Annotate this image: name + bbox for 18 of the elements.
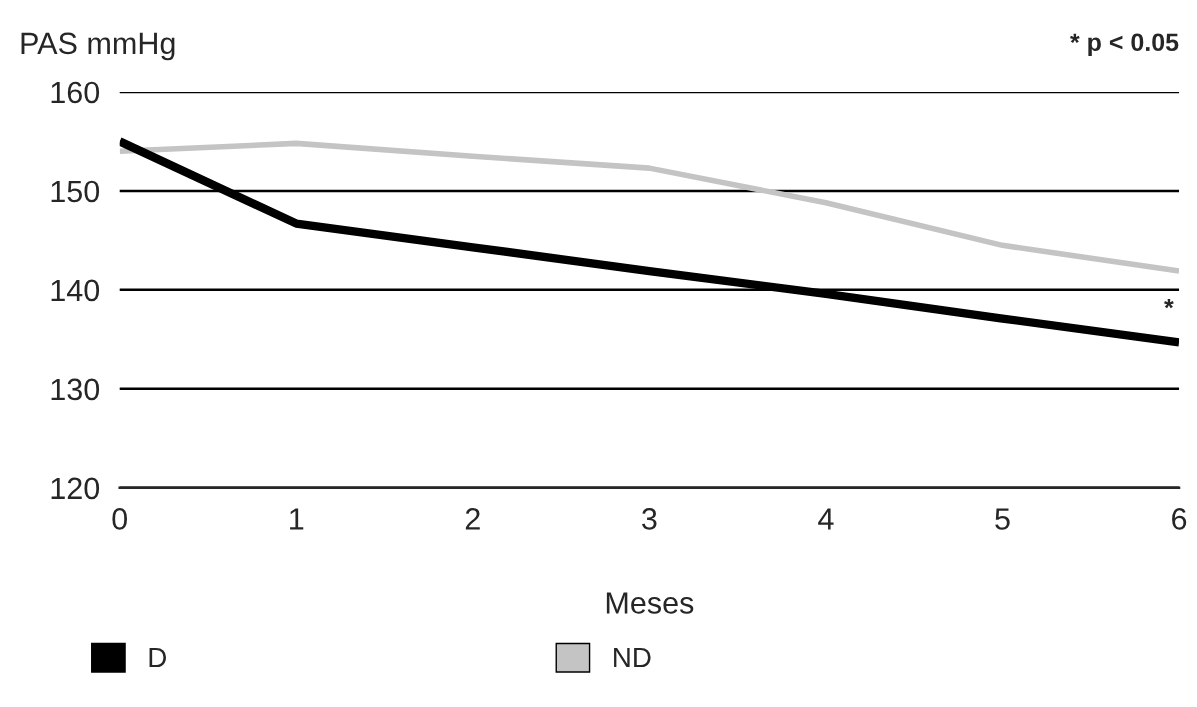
x-tick-label: 1 (290, 508, 304, 530)
x-tick-label: 5 (995, 508, 1010, 530)
x-tick-label: 4 (818, 508, 834, 530)
text: * p < 0.05 (1070, 33, 1179, 57)
y-tick-label: 130 (51, 378, 100, 401)
y-tick-label: 140 (51, 279, 100, 302)
legend-label: ND (614, 647, 651, 668)
x-tick-label: 2 (465, 508, 480, 530)
x-axis-title: Meses (606, 592, 694, 614)
y-tick-label: 120 (51, 477, 100, 500)
x-tick-label: 6 (1172, 508, 1187, 530)
y-tick-label: 150 (51, 180, 100, 203)
x-tick-label: 3 (642, 508, 657, 530)
x-tick-label: 0 (112, 508, 127, 530)
legend-label: D (149, 647, 167, 668)
y-tick-label: 160 (51, 81, 100, 104)
y-axis-title: PAS mmHg (21, 32, 175, 61)
annotation: * (1164, 298, 1174, 309)
